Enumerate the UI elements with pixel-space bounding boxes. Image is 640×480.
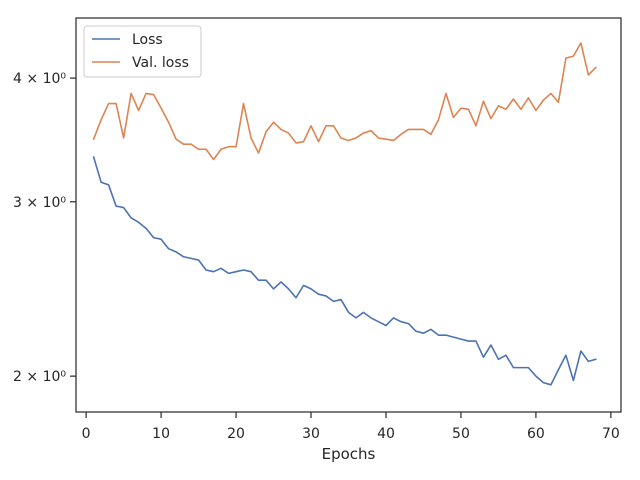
x-tick-label: 60 bbox=[527, 426, 545, 442]
series-line-val-loss bbox=[92, 42, 597, 161]
plot-frame bbox=[75, 17, 622, 413]
x-tick-label: 0 bbox=[82, 426, 91, 442]
legend-label: Loss bbox=[132, 32, 163, 48]
x-tick-label: 20 bbox=[227, 426, 245, 442]
legend: Loss Val. loss bbox=[83, 25, 202, 78]
y-tick-label: 2 × 10⁰ bbox=[13, 369, 66, 385]
x-tick-label: 40 bbox=[377, 426, 395, 442]
x-tick-label: 70 bbox=[602, 426, 620, 442]
y-tick-label: 4 × 10⁰ bbox=[13, 71, 66, 87]
x-tick-label: 50 bbox=[452, 426, 470, 442]
x-axis-title: Epochs bbox=[322, 445, 376, 463]
series-line-loss bbox=[92, 156, 597, 386]
legend-label: Val. loss bbox=[132, 55, 189, 71]
y-axis: 2 × 10⁰ 3 × 10⁰ 4 × 10⁰ bbox=[13, 71, 76, 385]
plot-series bbox=[92, 42, 597, 386]
x-axis: 0 10 20 30 40 50 60 70 bbox=[82, 412, 620, 442]
x-tick-label: 10 bbox=[152, 426, 170, 442]
x-tick-label: 30 bbox=[302, 426, 320, 442]
y-tick-label: 3 × 10⁰ bbox=[13, 195, 66, 211]
